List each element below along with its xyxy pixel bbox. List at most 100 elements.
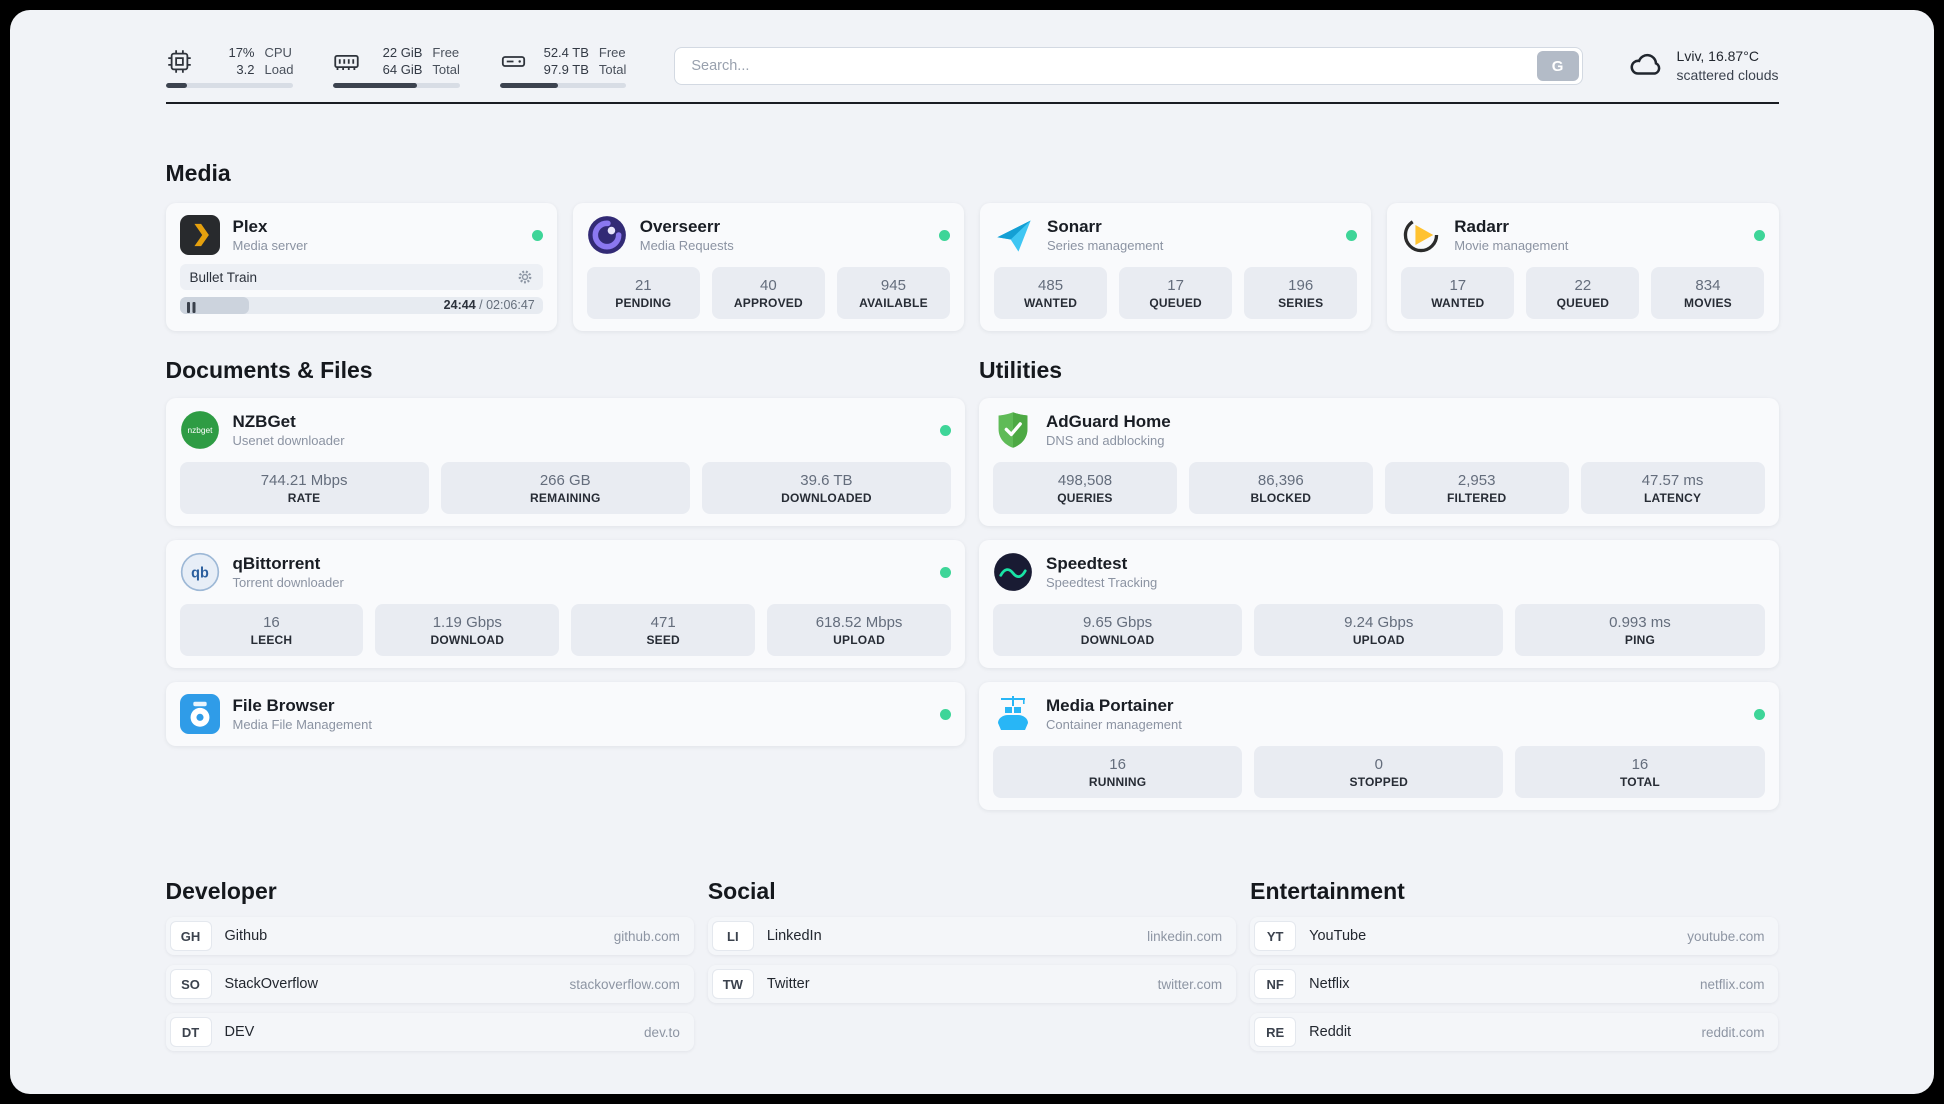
stat-upload: 9.24 Gbps UPLOAD (1254, 604, 1504, 656)
stat-remaining: 266 GB REMAINING (440, 462, 690, 514)
stat-movies: 834 MOVIES (1651, 267, 1765, 319)
bookmark-abbr: TW (711, 969, 754, 999)
cloud-icon (1627, 45, 1665, 88)
resource-widgets: 17% 3.2 CPU Load (165, 44, 627, 88)
speedtest-icon (993, 552, 1033, 592)
bookmark-name: Github (224, 928, 268, 944)
service-name: Overseerr (639, 217, 721, 236)
bookmark-abbr: RE (1254, 1017, 1297, 1047)
disk-icon (500, 48, 527, 75)
bookmark-name: DEV (224, 1024, 255, 1040)
status-dot (1753, 229, 1765, 241)
stat-total: 16 TOTAL (1515, 746, 1765, 798)
search-provider-button[interactable]: G (1536, 51, 1579, 81)
memory-progressbar (333, 83, 460, 88)
section-title-developer: Developer (165, 878, 277, 904)
cpu-label-top: CPU (264, 45, 292, 60)
service-subtitle: DNS and adblocking (1046, 433, 1165, 448)
service-subtitle: Usenet downloader (232, 433, 345, 448)
section-title-entertainment: Entertainment (1250, 878, 1405, 904)
search-input[interactable] (674, 47, 1583, 85)
memory-free-value: 22 GiB (382, 45, 423, 60)
service-card-sonarr[interactable]: Sonarr Series management 485 WANTED 17 Q… (980, 203, 1372, 331)
memory-label-top: Free (432, 45, 460, 60)
status-dot (939, 229, 950, 241)
section-media: Media Plex Media server (165, 160, 1779, 331)
bookmark-abbr: YT (1254, 921, 1297, 951)
stat-running: 16 RUNNING (993, 746, 1243, 798)
service-card-adguard[interactable]: AdGuard Home DNS and adblocking 498,508 … (979, 398, 1779, 526)
stat-latency: 47.57 ms LATENCY (1580, 462, 1765, 514)
bookmark-name: Netflix (1309, 976, 1350, 992)
radarr-icon (1401, 215, 1441, 255)
service-card-overseerr[interactable]: Overseerr Media Requests 21 PENDING 40 A… (572, 203, 964, 331)
memory-total-value: 64 GiB (382, 62, 423, 77)
service-card-nzbget[interactable]: nzbget NZBGet Usenet downloader 74 (165, 398, 965, 526)
bookmark-abbr: GH (169, 921, 212, 951)
cpu-progressbar (165, 83, 294, 88)
stat-queries: 498,508 QUERIES (993, 462, 1177, 514)
bookmark-stackoverflow[interactable]: SO StackOverflow stackoverflow.com (165, 965, 694, 1003)
section-title-documents: Documents & Files (165, 357, 373, 383)
memory-label-bottom: Total (432, 62, 460, 77)
section-title-social: Social (707, 878, 776, 904)
section-documents: Documents & Files nzbget (165, 357, 965, 746)
service-card-plex[interactable]: Plex Media server Bullet Train (165, 203, 557, 331)
gear-icon[interactable] (517, 269, 533, 285)
service-card-portainer[interactable]: Media Portainer Container management 16 … (979, 682, 1779, 810)
bookmark-github[interactable]: GH Github github.com (165, 917, 694, 955)
now-playing-row: Bullet Train (179, 264, 543, 290)
disk-label-top: Free (598, 45, 626, 60)
playback-time: 24:44 / 02:06:47 (443, 298, 535, 312)
bookmark-reddit[interactable]: RE Reddit reddit.com (1250, 1013, 1779, 1051)
status-dot (940, 566, 951, 578)
stat-download: 9.65 Gbps DOWNLOAD (993, 604, 1243, 656)
service-name: AdGuard Home (1046, 412, 1171, 431)
bookmark-dev[interactable]: DT DEV dev.to (165, 1013, 694, 1051)
disk-free-value: 52.4 TB (543, 45, 589, 60)
service-card-filebrowser[interactable]: File Browser Media File Management (165, 682, 965, 746)
bookmark-linkedin[interactable]: LI LinkedIn linkedin.com (707, 917, 1237, 955)
playback-progressbar: 24:44 / 02:06:47 (179, 297, 543, 314)
bookmark-url: linkedin.com (1147, 928, 1223, 944)
service-card-speedtest[interactable]: Speedtest Speedtest Tracking 9.65 Gbps D… (979, 540, 1779, 668)
service-subtitle: Media File Management (232, 717, 372, 732)
stat-wanted: 485 WANTED (994, 267, 1108, 319)
search-bar: G (674, 47, 1583, 85)
stat-stopped: 0 STOPPED (1254, 746, 1504, 798)
stat-queued: 17 QUEUED (1119, 267, 1233, 319)
bookmark-group-developer: Developer GH Github github.com SO StackO… (165, 878, 694, 1051)
bookmark-netflix[interactable]: NF Netflix netflix.com (1250, 965, 1779, 1003)
adguard-icon (993, 410, 1033, 450)
stat-seed: 471 SEED (571, 604, 756, 656)
service-name: File Browser (232, 696, 335, 715)
service-subtitle: Movie management (1454, 238, 1569, 253)
header-divider (165, 102, 1779, 104)
service-name: Media Portainer (1046, 696, 1174, 715)
status-dot (1753, 708, 1765, 720)
stat-download: 1.19 Gbps DOWNLOAD (375, 604, 560, 656)
bookmark-twitter[interactable]: TW Twitter twitter.com (707, 965, 1237, 1003)
bookmark-youtube[interactable]: YT YouTube youtube.com (1250, 917, 1779, 955)
stat-pending: 21 PENDING (586, 267, 700, 319)
service-card-qbittorrent[interactable]: qb qBittorrent Torrent downloader (165, 540, 965, 668)
service-card-radarr[interactable]: Radarr Movie management 17 WANTED 22 QUE… (1387, 203, 1779, 331)
bookmark-group-entertainment: Entertainment YT YouTube youtube.com NF … (1250, 878, 1779, 1051)
bookmark-abbr: NF (1254, 969, 1297, 999)
weather-widget[interactable]: Lviv, 16.87°C scattered clouds (1627, 45, 1779, 88)
disk-progressbar (499, 83, 627, 88)
bookmark-url: youtube.com (1687, 928, 1765, 944)
status-bar: 17% 3.2 CPU Load (165, 44, 1779, 88)
bookmark-abbr: LI (711, 921, 754, 951)
pause-icon (186, 300, 196, 318)
overseerr-icon (587, 215, 627, 255)
page-frame: 17% 3.2 CPU Load (10, 10, 1934, 1094)
qbittorrent-icon: qb (180, 552, 220, 592)
bookmark-url: twitter.com (1157, 976, 1223, 992)
stat-ping: 0.993 ms PING (1515, 604, 1765, 656)
service-name: qBittorrent (232, 554, 321, 573)
service-name: Plex (232, 217, 268, 236)
status-dot (940, 708, 951, 720)
bookmark-name: LinkedIn (766, 928, 822, 944)
cpu-widget: 17% 3.2 CPU Load (165, 44, 294, 88)
